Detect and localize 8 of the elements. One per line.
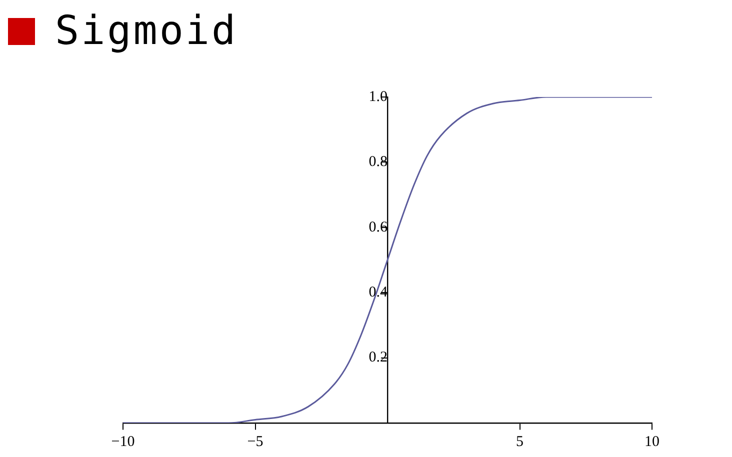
x-tick-label: 5	[516, 434, 524, 450]
y-tick-label: 0.6	[368, 219, 388, 236]
chart-title: Sigmoid	[55, 8, 238, 54]
x-tick-label: −5	[247, 434, 264, 450]
y-tick-label: 0.8	[368, 154, 388, 170]
x-tick-label: −10	[111, 434, 135, 450]
y-tick-label: 0.2	[368, 350, 388, 366]
x-tick-label: 10	[644, 434, 660, 450]
